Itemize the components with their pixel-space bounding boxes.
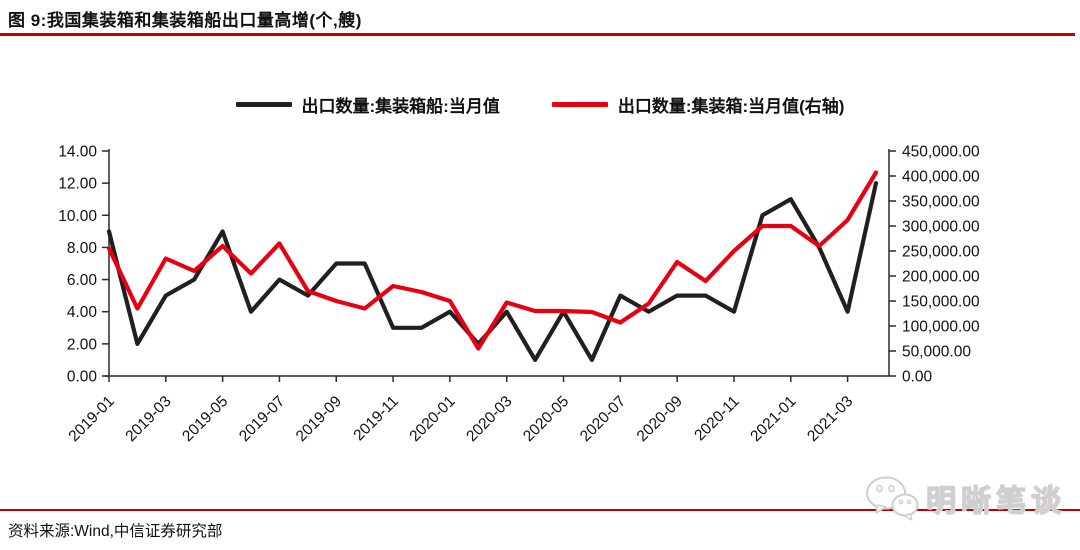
- watermark-text: 明晰笔谈: [925, 484, 1066, 518]
- svg-text:8.00: 8.00: [67, 240, 98, 257]
- footer-divider-rule: [0, 509, 1080, 511]
- container-series-line: [106, 170, 879, 351]
- svg-text:0.00: 0.00: [67, 369, 98, 386]
- x-axis-labels: 2019-01 2019-03 2019-05 2019-07 2019-09 2019-…: [66, 393, 857, 445]
- svg-text:450,000.00: 450,000.00: [902, 144, 980, 161]
- svg-text:2019-09: 2019-09: [293, 393, 345, 445]
- svg-text:2019-01: 2019-01: [66, 393, 118, 445]
- svg-text:150,000.00: 150,000.00: [902, 294, 980, 311]
- left-axis-labels: 0.00 2.00 4.00 6.00 8.00 10.00 12.00 14.00: [58, 144, 97, 386]
- right-axis-labels: 0.00 50,000.00 100,000.00 150,000.00 200,000…: [902, 144, 980, 386]
- dual-axis-line-chart: 0.00 2.00 4.00 6.00 8.00 10.00 12.00 14.00 0.00 5…: [58, 144, 980, 446]
- container-legend-line: [551, 102, 608, 107]
- legend-item-container-ship: 出口数量:集装箱船:当月值: [235, 92, 500, 117]
- axes: [102, 149, 896, 382]
- svg-text:2019-11: 2019-11: [350, 393, 401, 444]
- svg-text:300,000.00: 300,000.00: [902, 219, 980, 236]
- svg-text:10.00: 10.00: [58, 208, 97, 225]
- legend-item-container: 出口数量:集装箱:当月值(右轴): [551, 92, 845, 117]
- svg-text:0.00: 0.00: [902, 369, 933, 386]
- legend-label-container-ship: 出口数量:集装箱船:当月值: [301, 97, 500, 116]
- svg-text:2020-03: 2020-03: [463, 393, 515, 445]
- title-underline-rule: [0, 33, 1075, 36]
- svg-text:4.00: 4.00: [67, 304, 98, 321]
- svg-text:2020-05: 2020-05: [520, 393, 572, 445]
- svg-text:50,000.00: 50,000.00: [902, 344, 971, 361]
- container-ship-series-line: [106, 181, 879, 362]
- watermark: 明晰笔谈: [864, 474, 1066, 522]
- svg-text:2021-03: 2021-03: [804, 393, 856, 445]
- svg-text:350,000.00: 350,000.00: [902, 194, 980, 211]
- svg-text:2020-11: 2020-11: [691, 393, 742, 444]
- svg-text:100,000.00: 100,000.00: [902, 319, 980, 336]
- svg-text:2020-09: 2020-09: [634, 393, 686, 445]
- svg-text:200,000.00: 200,000.00: [902, 269, 980, 286]
- svg-text:2019-05: 2019-05: [179, 393, 231, 445]
- svg-text:2019-03: 2019-03: [122, 393, 174, 445]
- svg-text:2020-07: 2020-07: [577, 393, 629, 445]
- container-ship-legend-line: [235, 102, 292, 107]
- figure-title: 图 9:我国集装箱和集装箱船出口量高增(个,艘): [8, 11, 362, 30]
- source-note: 资料来源:Wind,中信证券研究部: [8, 523, 223, 540]
- svg-text:14.00: 14.00: [58, 144, 97, 161]
- svg-text:6.00: 6.00: [67, 272, 98, 289]
- legend-label-container: 出口数量:集装箱:当月值(右轴): [617, 97, 845, 116]
- svg-text:2019-07: 2019-07: [236, 393, 288, 445]
- svg-text:12.00: 12.00: [58, 176, 97, 193]
- svg-text:2021-01: 2021-01: [747, 393, 799, 445]
- chart-legend: 出口数量:集装箱船:当月值 出口数量:集装箱:当月值(右轴): [0, 92, 1080, 117]
- svg-text:250,000.00: 250,000.00: [902, 244, 980, 261]
- svg-text:2020-01: 2020-01: [406, 393, 458, 445]
- svg-text:2.00: 2.00: [67, 336, 98, 353]
- svg-text:400,000.00: 400,000.00: [902, 169, 980, 186]
- wechat-icon: [866, 476, 919, 521]
